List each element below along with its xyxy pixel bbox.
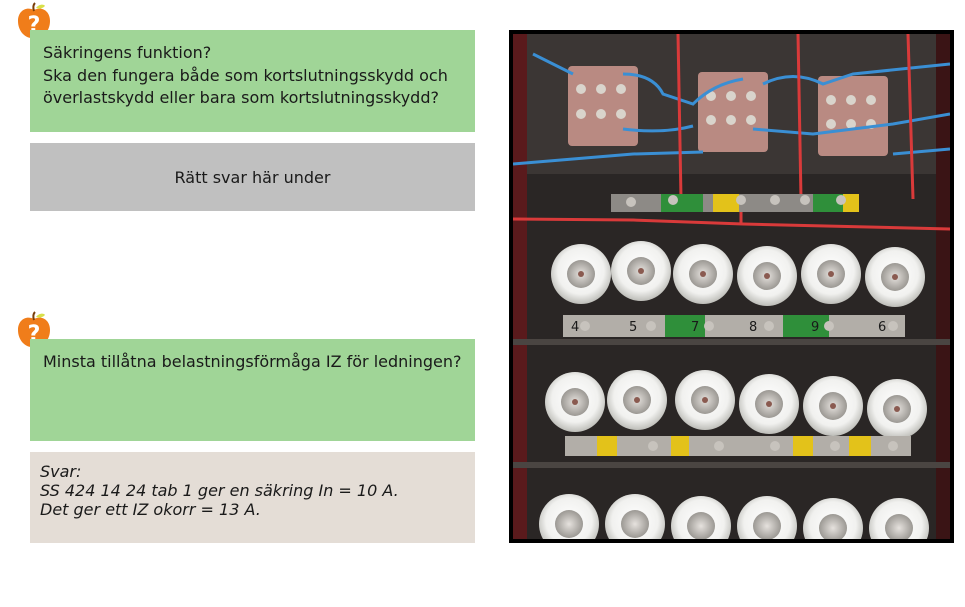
question-2-text: Minsta tillåtna belastningsförmåga IZ fö… [43,352,462,371]
label-rail-1 [563,315,905,337]
fuse-panel-illustration: 4 5 7 8 9 6 [513,34,950,539]
red-wires [513,34,950,231]
rail-label: 8 [749,320,757,335]
question-1-line: Säkringens funktion? [43,43,212,62]
label-rail-2 [565,436,911,456]
rail-label: 4 [571,320,579,335]
answer-placeholder-box[interactable]: Rätt svar här under [30,143,475,211]
rail-label: 9 [811,320,819,335]
answer-placeholder-label: Rätt svar här under [174,167,331,187]
answer-2-line: Det ger ett IZ okorr = 13 A. [40,500,261,519]
answer-2-box: Svar: SS 424 14 24 tab 1 ger en säkring … [30,452,475,543]
rail-label: 5 [629,320,637,335]
contactor-group [568,66,888,156]
fuse-row-3 [539,494,929,539]
rail-label: 6 [878,320,886,335]
answer-2-line: SS 424 14 24 tab 1 ger en säkring In = 1… [40,481,399,500]
fuse-panel-photo: 4 5 7 8 9 6 [509,30,954,543]
fuse-row-2 [545,370,927,439]
question-2-box: Minsta tillåtna belastningsförmåga IZ fö… [30,339,475,441]
rail-label: 7 [691,320,699,335]
question-1-box: Säkringens funktion? Ska den fungera båd… [30,30,475,132]
question-1-line: Ska den fungera både som kortslutningssk… [43,65,448,85]
question-1-line: överlastskydd eller bara som kortslutnin… [43,88,439,107]
answer-2-line: Svar: [40,462,82,481]
fuse-row-1 [551,241,925,307]
